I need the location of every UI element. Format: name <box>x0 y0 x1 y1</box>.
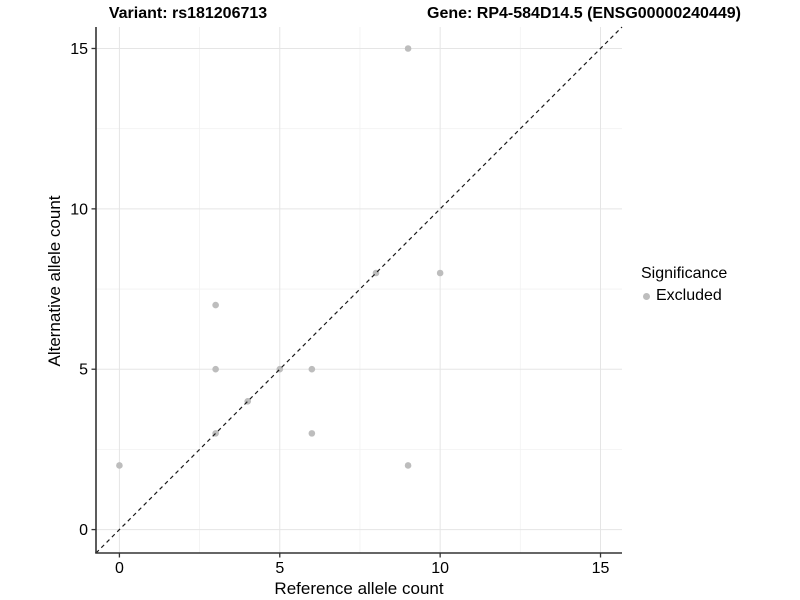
y-tick-label: 5 <box>79 362 88 379</box>
y-axis-title: Alternative allele count <box>45 195 64 367</box>
y-tick-label: 0 <box>79 522 88 539</box>
legend-item-excluded: Excluded <box>638 287 727 305</box>
data-point <box>116 462 123 469</box>
legend-item-label: Excluded <box>656 287 722 304</box>
x-axis-title: Reference allele count <box>274 579 444 598</box>
data-point <box>212 301 219 309</box>
data-point <box>404 45 412 52</box>
identity-line <box>95 26 623 554</box>
y-tick-label: 10 <box>70 201 88 218</box>
legend-title: Significance <box>641 265 728 282</box>
data-point <box>308 430 316 437</box>
variant-title: Variant: rs181206713 <box>108 5 268 22</box>
x-tick-label: 5 <box>275 560 284 577</box>
x-tick-label: 0 <box>115 560 124 577</box>
data-point <box>212 365 219 373</box>
data-point <box>308 365 316 373</box>
legend-key <box>638 288 654 304</box>
legend: Significance Excluded <box>638 265 727 305</box>
excluded-point-icon <box>642 292 650 300</box>
gene-title: Gene: RP4-584D14.5 (ENSG00000240449) <box>427 5 741 22</box>
x-tick-label: 15 <box>592 560 610 577</box>
data-point <box>404 462 412 469</box>
x-tick-label: 10 <box>431 560 449 577</box>
data-point <box>436 269 444 277</box>
y-tick-label: 15 <box>70 41 88 58</box>
